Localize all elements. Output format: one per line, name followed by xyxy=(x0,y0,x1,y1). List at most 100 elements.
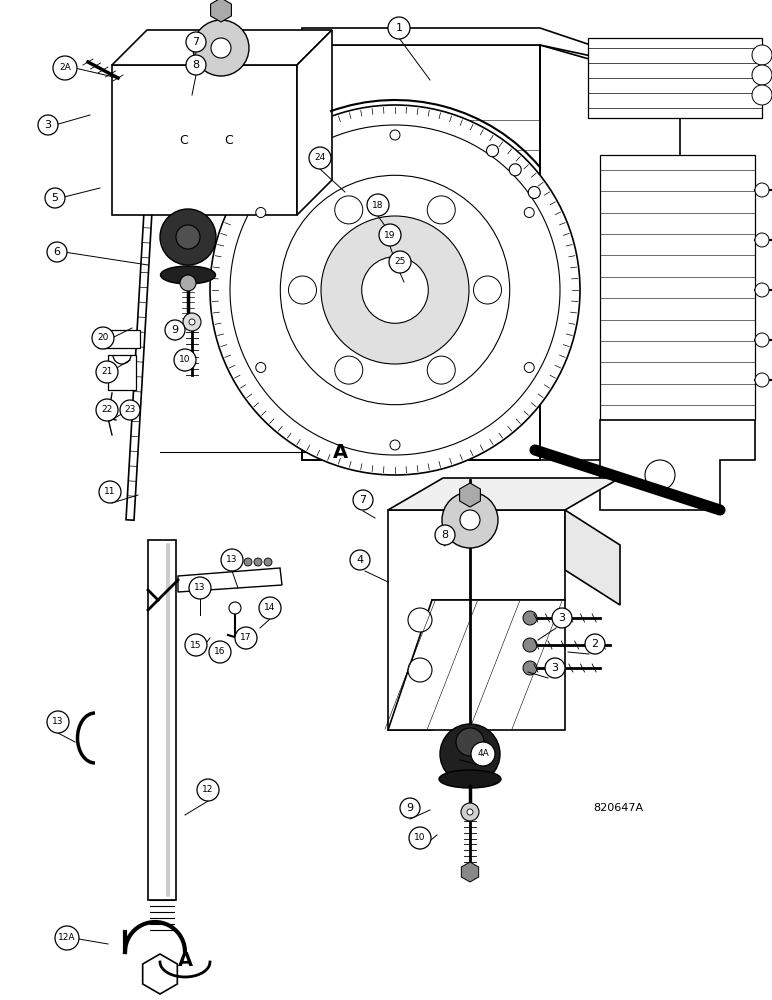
Circle shape xyxy=(467,809,473,815)
Circle shape xyxy=(183,313,201,331)
Text: 8: 8 xyxy=(442,530,449,540)
Text: 23: 23 xyxy=(124,406,136,414)
Circle shape xyxy=(47,242,67,262)
Polygon shape xyxy=(297,30,332,215)
Polygon shape xyxy=(302,28,680,75)
Circle shape xyxy=(545,658,565,678)
Ellipse shape xyxy=(161,266,215,284)
Circle shape xyxy=(442,492,498,548)
Circle shape xyxy=(189,319,195,325)
Text: A: A xyxy=(333,442,347,462)
Text: 6: 6 xyxy=(53,247,60,257)
Circle shape xyxy=(388,17,410,39)
Text: 19: 19 xyxy=(384,231,396,239)
Circle shape xyxy=(755,373,769,387)
Circle shape xyxy=(254,558,262,566)
Circle shape xyxy=(45,188,65,208)
Circle shape xyxy=(335,196,363,224)
Circle shape xyxy=(409,827,431,849)
Polygon shape xyxy=(126,40,162,520)
Bar xyxy=(588,38,762,118)
Text: 25: 25 xyxy=(394,257,406,266)
Circle shape xyxy=(99,481,121,503)
Circle shape xyxy=(185,634,207,656)
Circle shape xyxy=(186,55,206,75)
Text: 4: 4 xyxy=(357,555,364,565)
Bar xyxy=(108,355,136,390)
Circle shape xyxy=(585,634,605,654)
Text: 10: 10 xyxy=(415,834,425,842)
Circle shape xyxy=(752,45,772,65)
Circle shape xyxy=(197,779,219,801)
Text: 10: 10 xyxy=(179,356,191,364)
Circle shape xyxy=(471,742,495,766)
Bar xyxy=(112,65,297,215)
Text: 2A: 2A xyxy=(59,64,71,73)
Circle shape xyxy=(210,105,580,475)
Circle shape xyxy=(230,125,560,455)
Circle shape xyxy=(160,209,216,265)
Circle shape xyxy=(755,183,769,197)
Circle shape xyxy=(524,208,534,218)
Circle shape xyxy=(235,627,257,649)
Circle shape xyxy=(107,407,117,417)
Circle shape xyxy=(193,20,249,76)
Circle shape xyxy=(244,558,252,566)
Circle shape xyxy=(362,257,428,323)
Circle shape xyxy=(408,608,432,632)
Circle shape xyxy=(379,224,401,246)
Text: C: C xyxy=(180,133,188,146)
Circle shape xyxy=(280,175,510,405)
Polygon shape xyxy=(600,420,755,510)
Circle shape xyxy=(96,399,118,421)
Text: 9: 9 xyxy=(171,325,178,335)
Circle shape xyxy=(256,362,266,372)
Text: 2: 2 xyxy=(591,639,598,649)
Circle shape xyxy=(427,356,455,384)
Circle shape xyxy=(473,276,502,304)
Circle shape xyxy=(552,608,572,628)
Text: 4A: 4A xyxy=(477,750,489,758)
Text: 18: 18 xyxy=(372,200,384,210)
Circle shape xyxy=(55,926,79,950)
Circle shape xyxy=(174,349,196,371)
Circle shape xyxy=(486,145,499,157)
Circle shape xyxy=(524,362,534,372)
Polygon shape xyxy=(388,510,565,730)
Text: 24: 24 xyxy=(314,153,326,162)
Text: 17: 17 xyxy=(240,634,252,643)
Circle shape xyxy=(510,164,521,176)
Circle shape xyxy=(645,460,675,490)
Circle shape xyxy=(389,251,411,273)
Circle shape xyxy=(335,356,363,384)
Text: 13: 13 xyxy=(52,718,64,726)
Circle shape xyxy=(461,803,479,821)
Polygon shape xyxy=(565,510,620,605)
Circle shape xyxy=(435,525,455,545)
Circle shape xyxy=(47,711,69,733)
Circle shape xyxy=(367,194,389,216)
Circle shape xyxy=(752,65,772,85)
Circle shape xyxy=(53,56,77,80)
Circle shape xyxy=(400,798,420,818)
Circle shape xyxy=(92,327,114,349)
Circle shape xyxy=(211,38,231,58)
Text: 7: 7 xyxy=(192,37,200,47)
Circle shape xyxy=(390,440,400,450)
Circle shape xyxy=(209,641,231,663)
Bar xyxy=(98,330,140,348)
Text: 12: 12 xyxy=(202,786,214,794)
Text: 11: 11 xyxy=(104,488,116,496)
Circle shape xyxy=(229,602,241,614)
Circle shape xyxy=(221,549,243,571)
Text: C: C xyxy=(225,133,233,146)
Bar xyxy=(600,155,755,420)
Text: 21: 21 xyxy=(101,367,113,376)
Circle shape xyxy=(350,550,370,570)
Circle shape xyxy=(189,577,211,599)
Polygon shape xyxy=(148,540,176,900)
Text: 12A: 12A xyxy=(58,934,76,942)
Circle shape xyxy=(256,208,266,218)
Circle shape xyxy=(186,32,206,52)
Text: 3: 3 xyxy=(45,120,52,130)
